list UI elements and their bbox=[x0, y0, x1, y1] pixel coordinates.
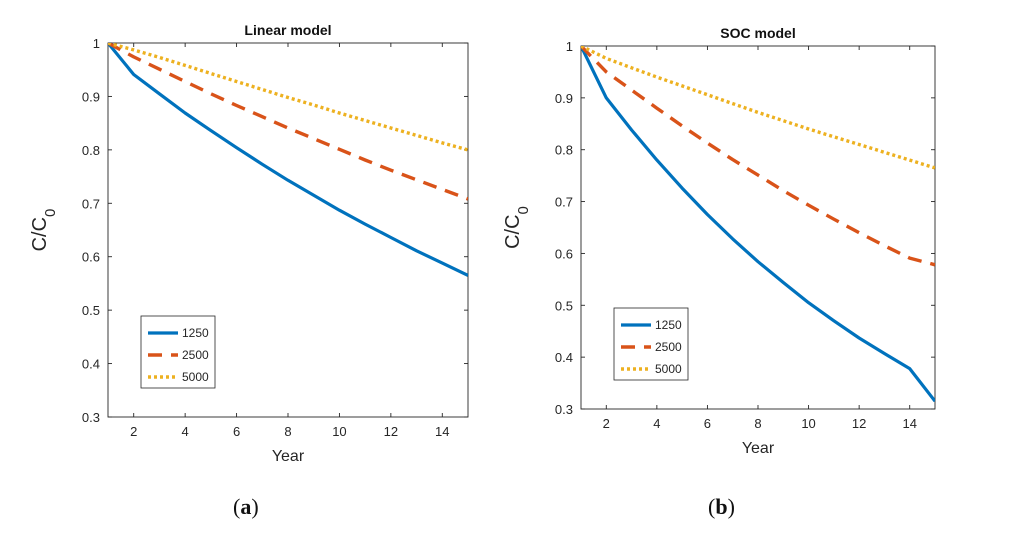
y-tick-label: 0.3 bbox=[82, 410, 100, 425]
x-tick-label: 8 bbox=[284, 424, 291, 439]
y-tick-label: 0.3 bbox=[555, 402, 573, 417]
chart-title: Linear model bbox=[244, 22, 331, 38]
series-line-1250 bbox=[108, 43, 468, 277]
y-tick-label: 0.4 bbox=[555, 350, 573, 365]
y-tick-label: 1 bbox=[93, 36, 100, 51]
y-tick-label: 0.8 bbox=[82, 143, 100, 158]
y-tick-label: 0.6 bbox=[555, 246, 573, 261]
chart-title: SOC model bbox=[720, 25, 795, 41]
x-tick-label: 6 bbox=[704, 416, 711, 431]
x-axis-label: Year bbox=[272, 448, 305, 465]
legend-label-2500: 2500 bbox=[182, 348, 209, 362]
legend-label-5000: 5000 bbox=[182, 370, 209, 384]
panel-caption-b: (b) bbox=[708, 494, 735, 519]
legend-box bbox=[140, 315, 216, 389]
legend-label-1250: 1250 bbox=[655, 318, 682, 332]
x-tick-label: 6 bbox=[233, 424, 240, 439]
x-tick-label: 4 bbox=[182, 424, 189, 439]
x-tick-label: 10 bbox=[801, 416, 815, 431]
y-tick-label: 0.7 bbox=[82, 196, 100, 211]
y-tick-label: 0.5 bbox=[555, 298, 573, 313]
y-tick-label: 0.9 bbox=[82, 89, 100, 104]
series-line-5000 bbox=[108, 43, 468, 152]
x-tick-label: 2 bbox=[130, 424, 137, 439]
x-tick-label: 14 bbox=[435, 424, 449, 439]
chart-panel-1: 2 4 6 8 10 12 14 0.3 0.4 0.5 0.6 0.7 0.8 0.9 1 Linear m… bbox=[29, 22, 469, 465]
y-tick-label: 0.7 bbox=[555, 195, 573, 210]
x-tick-label: 14 bbox=[902, 416, 916, 431]
y-axis-label: C/C0 bbox=[29, 209, 59, 252]
series-line-2500 bbox=[108, 43, 468, 201]
y-tick-label: 0.5 bbox=[82, 303, 100, 318]
x-tick-label: 10 bbox=[332, 424, 346, 439]
series-line-1250 bbox=[581, 46, 935, 403]
y-tick-label: 1 bbox=[566, 39, 573, 54]
chart-panel-2: 2 4 6 8 10 12 14 0.3 0.4 0.5 0.6 0.7 0.8 0.9 1 SOC mode… bbox=[502, 25, 936, 457]
x-axis-label: Year bbox=[742, 440, 775, 457]
y-tick-label: 0.6 bbox=[82, 250, 100, 265]
x-tick-label: 2 bbox=[603, 416, 610, 431]
series-line-2500 bbox=[581, 46, 935, 267]
y-axis-label: C/C0 bbox=[502, 206, 532, 249]
y-tick-label: 0.8 bbox=[555, 143, 573, 158]
panel-caption-a: (a) bbox=[233, 494, 259, 519]
x-tick-label: 12 bbox=[384, 424, 398, 439]
y-tick-label: 0.4 bbox=[82, 357, 100, 372]
legend-label-1250: 1250 bbox=[182, 326, 209, 340]
x-tick-label: 12 bbox=[852, 416, 866, 431]
y-tick-label: 0.9 bbox=[555, 91, 573, 106]
legend-label-2500: 2500 bbox=[655, 340, 682, 354]
x-tick-label: 4 bbox=[653, 416, 660, 431]
x-tick-label: 8 bbox=[754, 416, 761, 431]
series-line-5000 bbox=[581, 46, 935, 170]
legend-label-5000: 5000 bbox=[655, 362, 682, 376]
legend-box bbox=[613, 307, 689, 381]
